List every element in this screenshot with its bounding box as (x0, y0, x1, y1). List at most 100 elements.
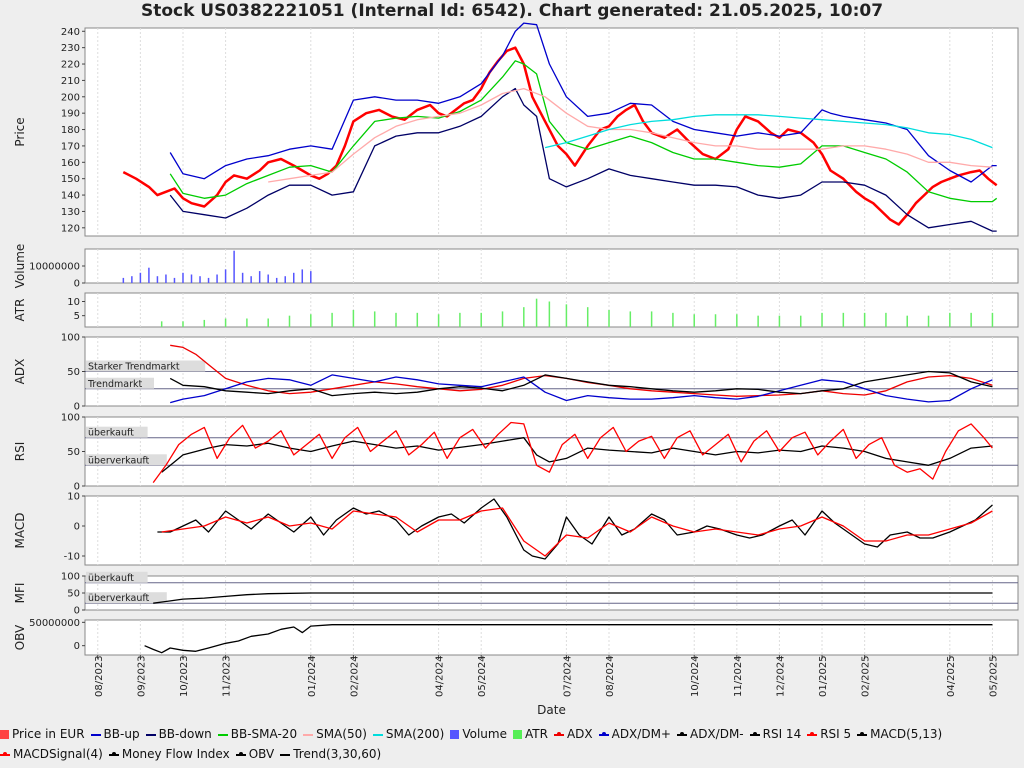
ylabel-atr: ATR (13, 299, 27, 322)
series-rsi-5 (152, 421, 993, 483)
panel-obv (84, 619, 1019, 656)
legend-swatch (553, 731, 564, 736)
ytick-label: 0 (74, 606, 80, 617)
legend-label: Trend(3,30,60) (293, 747, 382, 761)
annotation-label: überkauft (88, 428, 134, 439)
xtick-label: 05/2024 (477, 655, 488, 697)
legend-label: MACDSignal(4) (13, 747, 103, 761)
series-obv (144, 624, 993, 654)
annotation-bg (86, 377, 154, 389)
ytick-label: 210 (61, 76, 80, 87)
legend-swatch (90, 733, 101, 736)
series-money-flow-index (153, 592, 993, 604)
series-rsi-14 (161, 437, 993, 473)
legend-swatch (145, 733, 156, 736)
ytick-label: 50 (67, 447, 80, 458)
ytick-label: 160 (61, 158, 80, 169)
ytick-label: 0 (74, 482, 80, 493)
legend-item: Money Flow Index (108, 744, 230, 764)
annotation-bg (86, 426, 148, 438)
legend-item: ADX/DM- (676, 724, 744, 744)
legend-label: ATR (524, 727, 548, 741)
chart-legend: Price in EUR BB-up BB-down BB-SMA-20 SMA(50)… (0, 724, 1024, 764)
ytick-label: 10 (67, 297, 80, 308)
ylabel-adx: ADX (13, 359, 27, 385)
legend-item: OBV (235, 744, 275, 764)
legend-swatch (598, 731, 609, 736)
ytick-label: 50000000 (29, 618, 80, 629)
series-bb-down (169, 87, 997, 232)
annotation-bg (86, 360, 206, 372)
annotation-label: überkauft (88, 573, 134, 584)
ytick-label: -10 (64, 552, 80, 563)
legend-item: SMA(50) (303, 724, 367, 744)
ytick-label: 240 (61, 27, 80, 38)
legend-swatch (676, 731, 687, 736)
legend-item: Trend(3,30,60) (280, 744, 381, 764)
ytick-label: 230 (61, 43, 80, 54)
xlabel: Date (537, 703, 566, 717)
legend-item: MACD(5,13) (857, 724, 942, 744)
legend-item: ADX (553, 724, 593, 744)
legend-item: SMA(200) (372, 724, 444, 744)
legend-label: BB-SMA-20 (230, 727, 298, 741)
legend-label: Volume (462, 727, 507, 741)
xtick-label: 10/2023 (179, 655, 190, 697)
legend-swatch (235, 751, 246, 756)
legend-label: ADX/DM- (689, 727, 744, 741)
legend-label: Price in EUR (12, 727, 85, 741)
xtick-label: 04/2025 (946, 655, 957, 697)
annotation-bg (86, 454, 167, 466)
legend-item: RSI 14 (749, 724, 802, 744)
xtick-label: 11/2023 (222, 655, 233, 697)
chart-title: Stock US0382221051 (Internal Id: 6542). … (140, 1, 884, 21)
xtick-label: 07/2024 (562, 655, 573, 697)
legend-item: BB-up (90, 724, 140, 744)
ytick-label: 170 (61, 141, 80, 152)
legend-label: MACD(5,13) (870, 727, 943, 741)
xtick-label: 09/2023 (136, 655, 147, 697)
ytick-label: 100 (61, 333, 80, 344)
legend-label: SMA(50) (316, 727, 367, 741)
xtick-label: 01/2025 (818, 655, 829, 697)
series-bb-sma-20 (169, 60, 998, 203)
ytick-label: 180 (61, 125, 80, 136)
xtick-label: 08/2024 (605, 655, 616, 697)
legend-swatch (303, 733, 314, 736)
ytick-label: 190 (61, 109, 80, 120)
legend-label: BB-up (103, 727, 140, 741)
ytick-label: 100 (61, 413, 80, 424)
ytick-label: 130 (61, 207, 80, 218)
annotation-label: überverkauft (88, 455, 150, 466)
xtick-label: 11/2024 (733, 655, 744, 697)
ytick-label: 0 (74, 279, 80, 290)
xtick-label: 02/2024 (349, 655, 360, 697)
ytick-label: 220 (61, 60, 80, 71)
panel-atr (84, 292, 1019, 328)
legend-swatch (749, 731, 760, 736)
ytick-label: 10 (67, 492, 80, 503)
series-macdsignal-4- (161, 507, 993, 557)
ylabel-rsi: RSI (13, 442, 27, 462)
series-adx-dm- (169, 370, 993, 397)
xtick-label: 05/2025 (988, 655, 999, 697)
ytick-label: 150 (61, 174, 80, 185)
legend-label: OBV (248, 747, 275, 761)
legend-label: RSI 5 (820, 727, 852, 741)
series-macd-5-13- (157, 498, 993, 560)
xtick-label: 01/2024 (307, 655, 318, 697)
ytick-label: 0 (74, 522, 80, 533)
series-bb-up (169, 22, 997, 183)
legend-label: ADX/DM+ (611, 727, 671, 741)
xtick-label: 04/2024 (435, 655, 446, 697)
legend-item: RSI 5 (807, 724, 851, 744)
ytick-label: 5 (74, 311, 80, 322)
legend-swatch (0, 730, 9, 739)
legend-swatch (512, 730, 522, 739)
panel-rsi (84, 416, 1019, 487)
panel-macd (84, 495, 1019, 566)
ytick-label: 50 (67, 589, 80, 600)
legend-label: RSI 14 (762, 727, 802, 741)
legend-item: BB-SMA-20 (217, 724, 298, 744)
xtick-label: 12/2024 (775, 655, 786, 697)
